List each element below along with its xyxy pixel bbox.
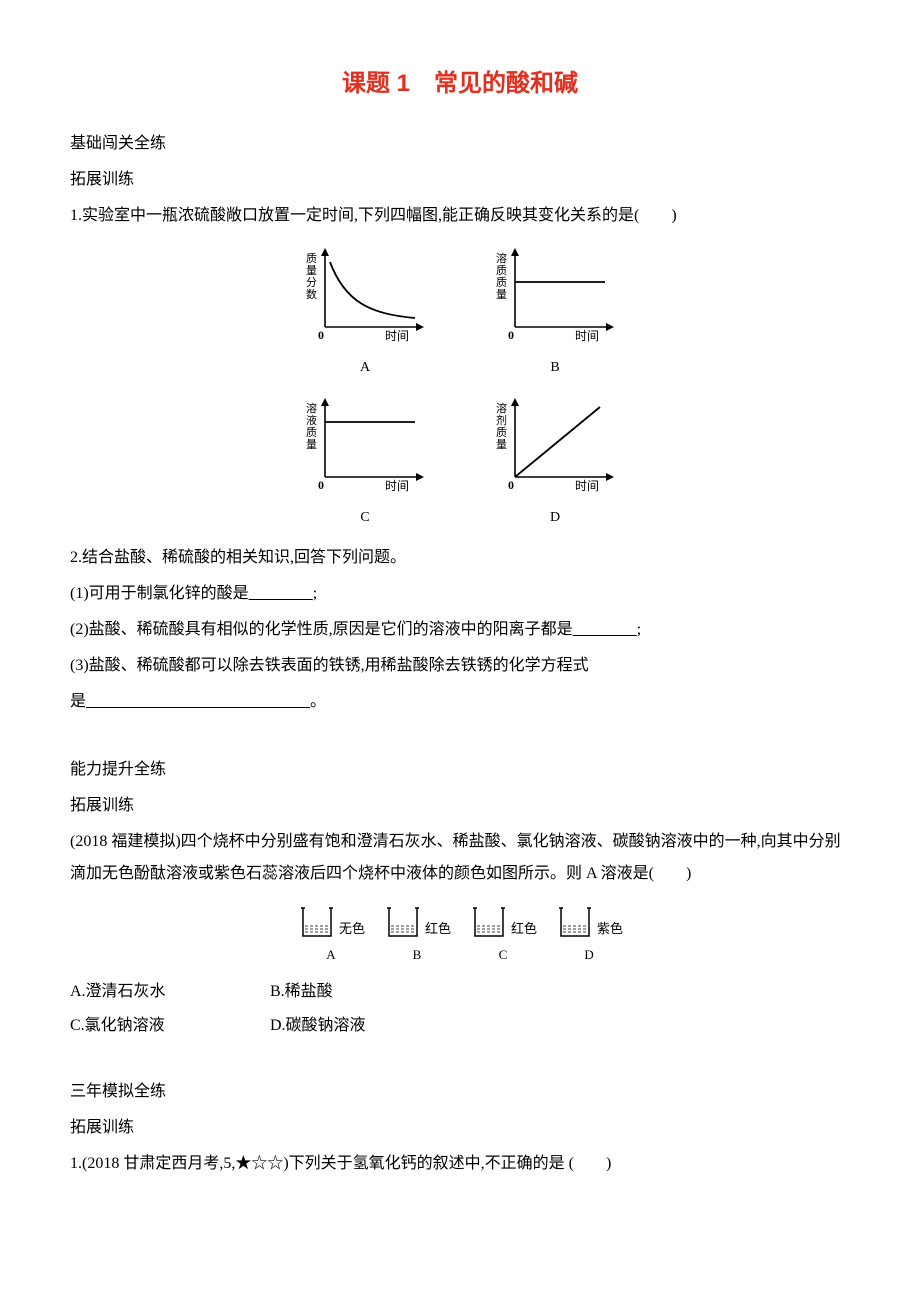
svg-text:质: 质 — [496, 426, 507, 439]
section2-h2: 拓展训练 — [70, 790, 850, 822]
option-B: B.稀盐酸 — [270, 976, 470, 1008]
beaker-D-label: D — [584, 942, 593, 968]
section1-h2: 拓展训练 — [70, 164, 850, 196]
q2-1: (1)可用于制氯化锌的酸是 ; — [70, 578, 850, 610]
beaker-B: 红色 B — [383, 902, 451, 968]
q2-1-a: (1)可用于制氯化锌的酸是 — [70, 585, 249, 602]
svg-text:质: 质 — [496, 276, 507, 289]
beaker-C-label: C — [499, 942, 508, 968]
blank-1 — [249, 585, 313, 602]
chart-row-1: 质 量 分 数 0 时间 A 溶 质 质 量 0 时间 — [70, 242, 850, 382]
chart-label-C: C — [300, 504, 430, 532]
svg-text:溶: 溶 — [496, 401, 507, 415]
beaker-A-text: 无色 — [339, 916, 365, 942]
x-label: 时间 — [385, 329, 409, 342]
q2-3b-b: 。 — [310, 693, 326, 710]
svg-text:剂: 剂 — [496, 413, 507, 427]
sec2-q: (2018 福建模拟)四个烧杯中分别盛有饱和澄清石灰水、稀盐酸、氯化钠溶液、碳酸… — [70, 826, 850, 890]
beaker-D-text: 紫色 — [597, 916, 623, 942]
svg-text:时间: 时间 — [575, 329, 599, 342]
section1-h1: 基础闯关全练 — [70, 128, 850, 160]
chart-C: 溶 液 质 量 0 时间 C — [300, 392, 430, 532]
svg-text:数: 数 — [306, 288, 317, 301]
beaker-C: 红色 C — [469, 902, 537, 968]
options-row-2: C.氯化钠溶液 D.碳酸钠溶液 — [70, 1010, 850, 1042]
option-D: D.碳酸钠溶液 — [270, 1010, 470, 1042]
svg-text:质: 质 — [496, 264, 507, 277]
svg-text:量: 量 — [496, 288, 507, 301]
blank-2 — [573, 621, 637, 638]
option-C: C.氯化钠溶液 — [70, 1010, 270, 1042]
chart-label-B: B — [490, 354, 620, 382]
beaker-row: 无色 A 红色 B 红色 — [70, 902, 850, 968]
svg-text:液: 液 — [306, 413, 317, 427]
q2-2-a: (2)盐酸、稀硫酸具有相似的化学性质,原因是它们的溶液中的阳离子都是 — [70, 621, 573, 638]
chart-label-A: A — [300, 354, 430, 382]
beaker-A: 无色 A — [297, 902, 365, 968]
svg-text:0: 0 — [318, 328, 324, 342]
svg-text:时间: 时间 — [575, 479, 599, 492]
svg-text:分: 分 — [306, 276, 317, 289]
blank-3 — [86, 693, 310, 710]
options-row-1: A.澄清石灰水 B.稀盐酸 — [70, 976, 850, 1008]
beaker-C-text: 红色 — [511, 916, 537, 942]
svg-text:质: 质 — [306, 426, 317, 439]
section2-h1: 能力提升全练 — [70, 754, 850, 786]
beaker-B-text: 红色 — [425, 916, 451, 942]
svg-text:时间: 时间 — [385, 479, 409, 492]
svg-text:0: 0 — [508, 478, 514, 492]
section3-h2: 拓展训练 — [70, 1112, 850, 1144]
page-title: 课题 1 常见的酸和碱 — [70, 60, 850, 108]
svg-text:溶: 溶 — [306, 401, 317, 415]
svg-text:量: 量 — [306, 264, 317, 277]
q1-text: 1.实验室中一瓶浓硫酸敞口放置一定时间,下列四幅图,能正确反映其变化关系的是( … — [70, 200, 850, 232]
chart-label-D: D — [490, 504, 620, 532]
svg-text:量: 量 — [496, 438, 507, 451]
option-A: A.澄清石灰水 — [70, 976, 270, 1008]
y-label-A: 质 — [306, 252, 317, 265]
beaker-B-label: B — [413, 942, 422, 968]
svg-text:0: 0 — [318, 478, 324, 492]
chart-row-2: 溶 液 质 量 0 时间 C 溶 剂 质 量 0 时间 — [70, 392, 850, 532]
svg-text:量: 量 — [306, 438, 317, 451]
svg-text:溶: 溶 — [496, 251, 507, 265]
svg-text:0: 0 — [508, 328, 514, 342]
q2-3b-a: 是 — [70, 693, 86, 710]
q2-2: (2)盐酸、稀硫酸具有相似的化学性质,原因是它们的溶液中的阳离子都是 ; — [70, 614, 850, 646]
q2-3: (3)盐酸、稀硫酸都可以除去铁表面的铁锈,用稀盐酸除去铁锈的化学方程式 — [70, 650, 850, 682]
q2-3b: 是 。 — [70, 686, 850, 718]
beaker-A-label: A — [326, 942, 335, 968]
chart-B: 溶 质 质 量 0 时间 B — [490, 242, 620, 382]
q2-text: 2.结合盐酸、稀硫酸的相关知识,回答下列问题。 — [70, 542, 850, 574]
sec3-q1: 1.(2018 甘肃定西月考,5,★☆☆)下列关于氢氧化钙的叙述中,不正确的是 … — [70, 1148, 850, 1180]
q2-1-b: ; — [313, 585, 317, 602]
chart-D: 溶 剂 质 量 0 时间 D — [490, 392, 620, 532]
q2-2-b: ; — [637, 621, 641, 638]
section3-h1: 三年模拟全练 — [70, 1076, 850, 1108]
beaker-D: 紫色 D — [555, 902, 623, 968]
chart-A: 质 量 分 数 0 时间 A — [300, 242, 430, 382]
